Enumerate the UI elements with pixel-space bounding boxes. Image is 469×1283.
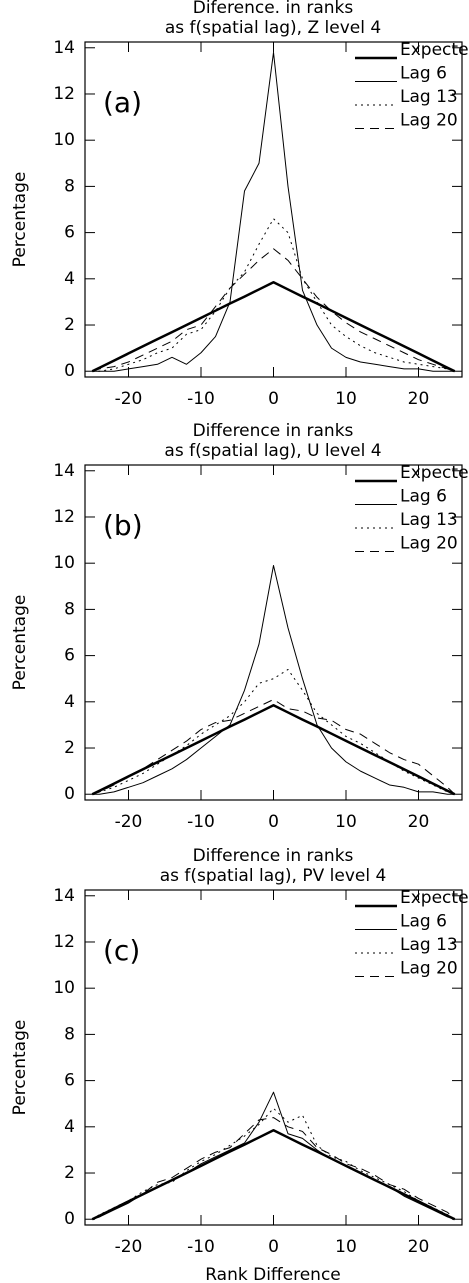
x-tick-label: 10: [335, 1237, 357, 1257]
x-tick-label: -20: [115, 389, 143, 409]
series-line: [92, 218, 455, 372]
x-tick-label: 10: [335, 389, 357, 409]
legend-label: Lag 6: [400, 487, 447, 507]
y-tick-label: 0: [64, 784, 75, 804]
chart-title: Difference in ranks: [193, 421, 354, 441]
series-line: [92, 1117, 456, 1220]
x-tick-label: 20: [408, 812, 430, 832]
x-tick-label: -10: [187, 389, 215, 409]
y-tick-label: 4: [64, 269, 75, 289]
legend-label: Lag 13: [400, 87, 458, 107]
y-tick-label: 10: [53, 130, 75, 150]
y-tick-label: 4: [64, 1117, 75, 1137]
y-tick-label: 10: [53, 553, 75, 573]
panel-label: (b): [103, 509, 143, 542]
legend-label: Expected: [400, 40, 469, 60]
series-line: [91, 1129, 456, 1221]
x-tick-label: 20: [408, 389, 430, 409]
y-tick-label: 14: [53, 38, 75, 58]
panel-label: (c): [103, 934, 140, 967]
x-tick-label: -10: [187, 812, 215, 832]
y-tick-label: 8: [64, 599, 75, 619]
legend-label: Lag 20: [400, 111, 458, 131]
x-axis-label: Rank Difference: [205, 1265, 341, 1283]
x-tick-label: -20: [115, 1237, 143, 1257]
legend-label: Lag 6: [400, 912, 447, 932]
y-axis-label: Percentage: [10, 1020, 30, 1116]
series-line: [92, 668, 455, 795]
chart-title: Difference in ranks: [193, 846, 354, 866]
series-line: [92, 699, 456, 795]
chart-title: Diference. in ranks: [193, 0, 354, 18]
x-tick-label: 0: [268, 1237, 279, 1257]
y-tick-label: 12: [53, 507, 75, 527]
y-tick-label: 0: [64, 1209, 75, 1229]
y-tick-label: 6: [64, 223, 75, 243]
y-tick-label: 6: [64, 646, 75, 666]
y-tick-label: 14: [53, 886, 75, 906]
series-line: [91, 1107, 456, 1220]
series-line: [91, 281, 456, 373]
series-line: [92, 248, 455, 372]
chart-title: as f(spatial lag), Z level 4: [165, 18, 381, 38]
legend-label: Lag 20: [400, 534, 458, 554]
y-tick-label: 14: [53, 461, 75, 481]
series-line: [91, 704, 456, 796]
y-tick-label: 12: [53, 932, 75, 952]
x-tick-label: -10: [187, 1237, 215, 1257]
chart-title: as f(spatial lag), U level 4: [164, 441, 381, 461]
y-tick-label: 8: [64, 176, 75, 196]
series-line: [92, 1091, 455, 1220]
y-tick-label: 0: [64, 361, 75, 381]
x-tick-label: 10: [335, 812, 357, 832]
legend-label: Lag 6: [400, 64, 447, 84]
series-line: [92, 565, 455, 795]
x-tick-label: -20: [115, 812, 143, 832]
panel-label: (a): [103, 86, 142, 119]
y-tick-label: 2: [64, 315, 75, 335]
y-tick-label: 10: [53, 978, 75, 998]
y-tick-label: 2: [64, 1163, 75, 1183]
y-tick-label: 2: [64, 738, 75, 758]
x-tick-label: 20: [408, 1237, 430, 1257]
legend-label: Lag 20: [400, 959, 458, 979]
x-tick-label: 0: [268, 389, 279, 409]
legend-label: Expected: [400, 888, 469, 908]
legend-label: Lag 13: [400, 935, 458, 955]
x-tick-label: 0: [268, 812, 279, 832]
y-tick-label: 4: [64, 692, 75, 712]
series-line: [92, 51, 455, 372]
y-axis-label: Percentage: [10, 595, 30, 691]
y-axis-label: Percentage: [10, 172, 30, 268]
y-tick-label: 8: [64, 1024, 75, 1044]
y-tick-label: 12: [53, 84, 75, 104]
legend-label: Lag 13: [400, 510, 458, 530]
chart-title: as f(spatial lag), PV level 4: [160, 866, 387, 886]
y-tick-label: 6: [64, 1071, 75, 1091]
legend-label: Expected: [400, 463, 469, 483]
